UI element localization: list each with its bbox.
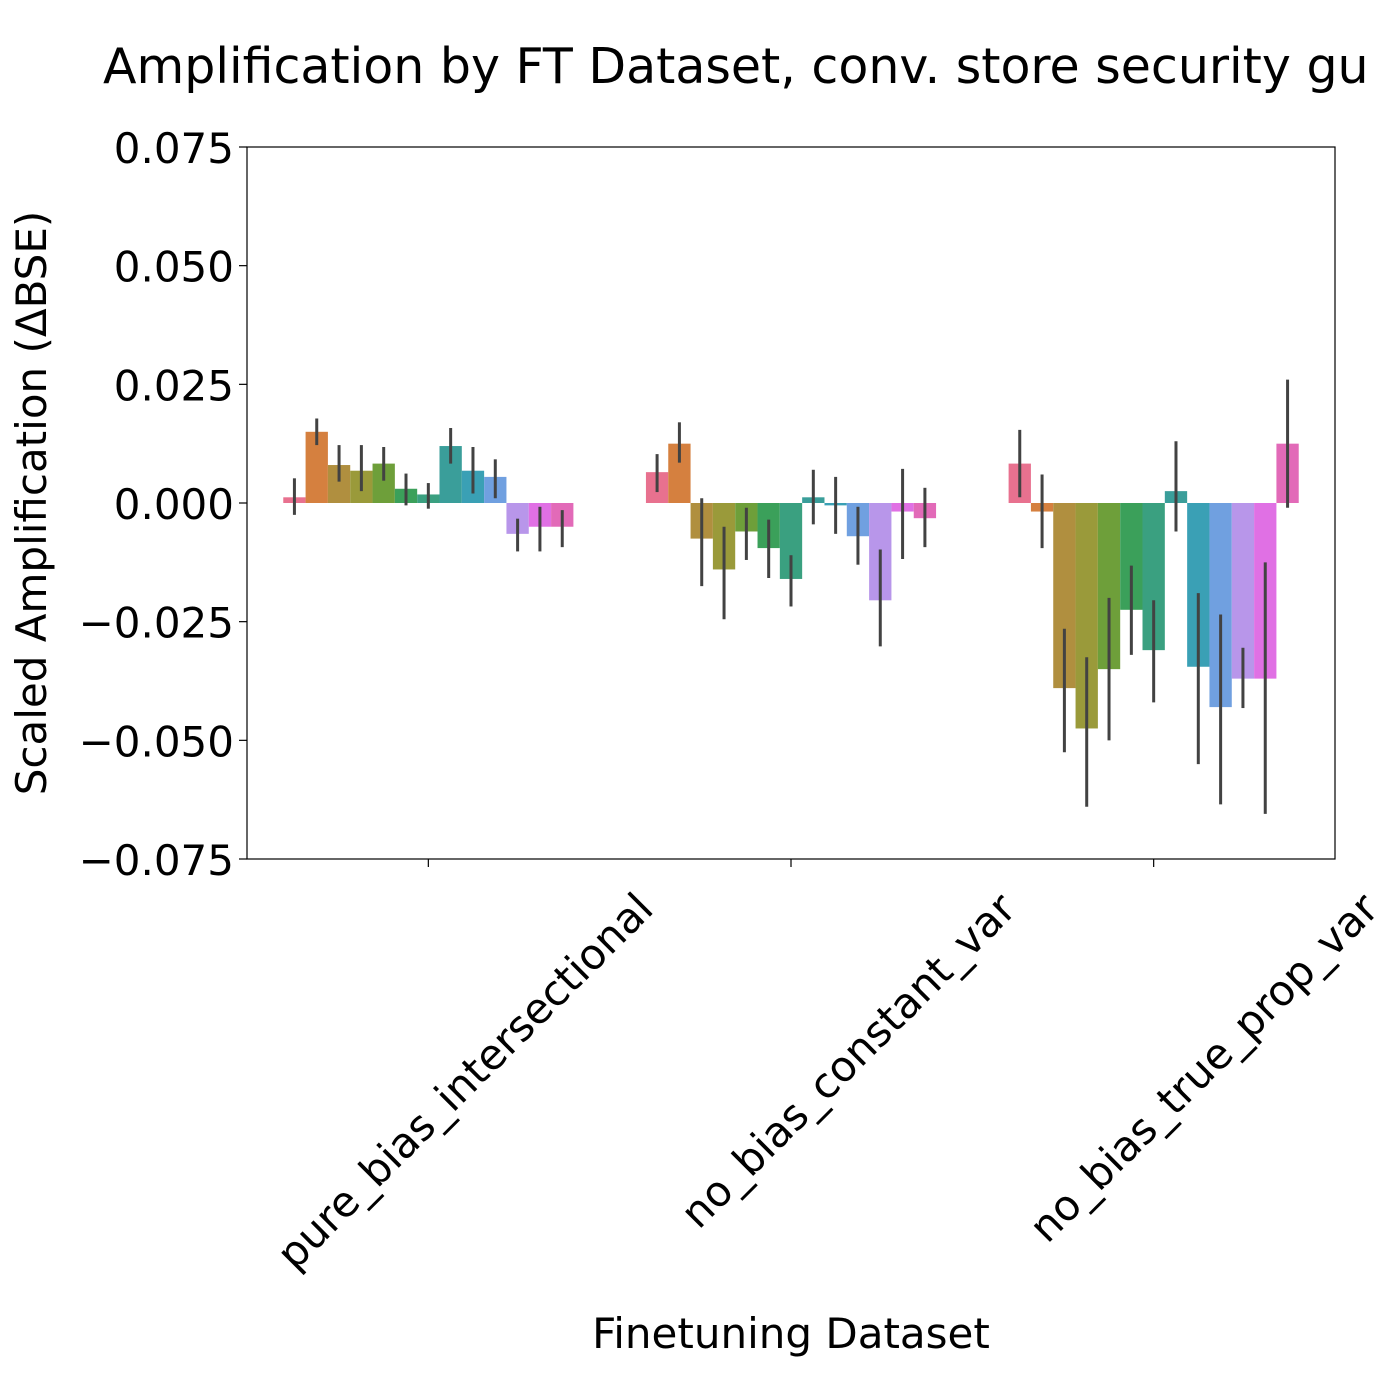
error-bars-layer xyxy=(292,379,1290,814)
y-axis: 0.075 0.050 0.025 0.000 −0.025 −0.050 −0.075 xyxy=(79,124,247,885)
bar xyxy=(1209,503,1232,708)
bar xyxy=(439,446,462,503)
bar xyxy=(506,503,529,534)
bar xyxy=(372,463,395,503)
bar xyxy=(327,465,351,503)
y-tick-label: −0.075 xyxy=(79,836,234,885)
y-tick-label: 0.000 xyxy=(114,480,234,529)
y-tick-label: 0.050 xyxy=(114,243,234,292)
y-tick-label: −0.050 xyxy=(79,717,234,766)
bar xyxy=(1231,503,1255,679)
y-tick-label: 0.025 xyxy=(114,361,234,410)
bar xyxy=(779,503,803,579)
x-tick-label: no_bias_constant_var xyxy=(671,883,1026,1238)
y-axis-label: Scaled Amplification (ΔBSE) xyxy=(7,211,56,796)
bar xyxy=(1187,503,1210,667)
bar xyxy=(1120,503,1143,610)
x-tick-label: no_bias_true_prop_var xyxy=(1020,883,1389,1252)
y-tick-label: −0.025 xyxy=(79,599,234,648)
y-tick-label: 0.075 xyxy=(114,124,234,173)
bar xyxy=(305,431,328,503)
bar xyxy=(1075,503,1098,729)
bar xyxy=(668,443,691,503)
bar xyxy=(1097,503,1121,670)
bar xyxy=(1053,503,1076,689)
bar xyxy=(1142,503,1165,651)
x-axis: pure_bias_intersectional no_bias_constant… xyxy=(267,859,1388,1279)
x-tick-label: pure_bias_intersectional xyxy=(267,883,662,1278)
x-axis-label: Finetuning Dataset xyxy=(592,1309,990,1358)
chart-title: Amplification by FT Dataset, conv. store… xyxy=(103,38,1369,95)
